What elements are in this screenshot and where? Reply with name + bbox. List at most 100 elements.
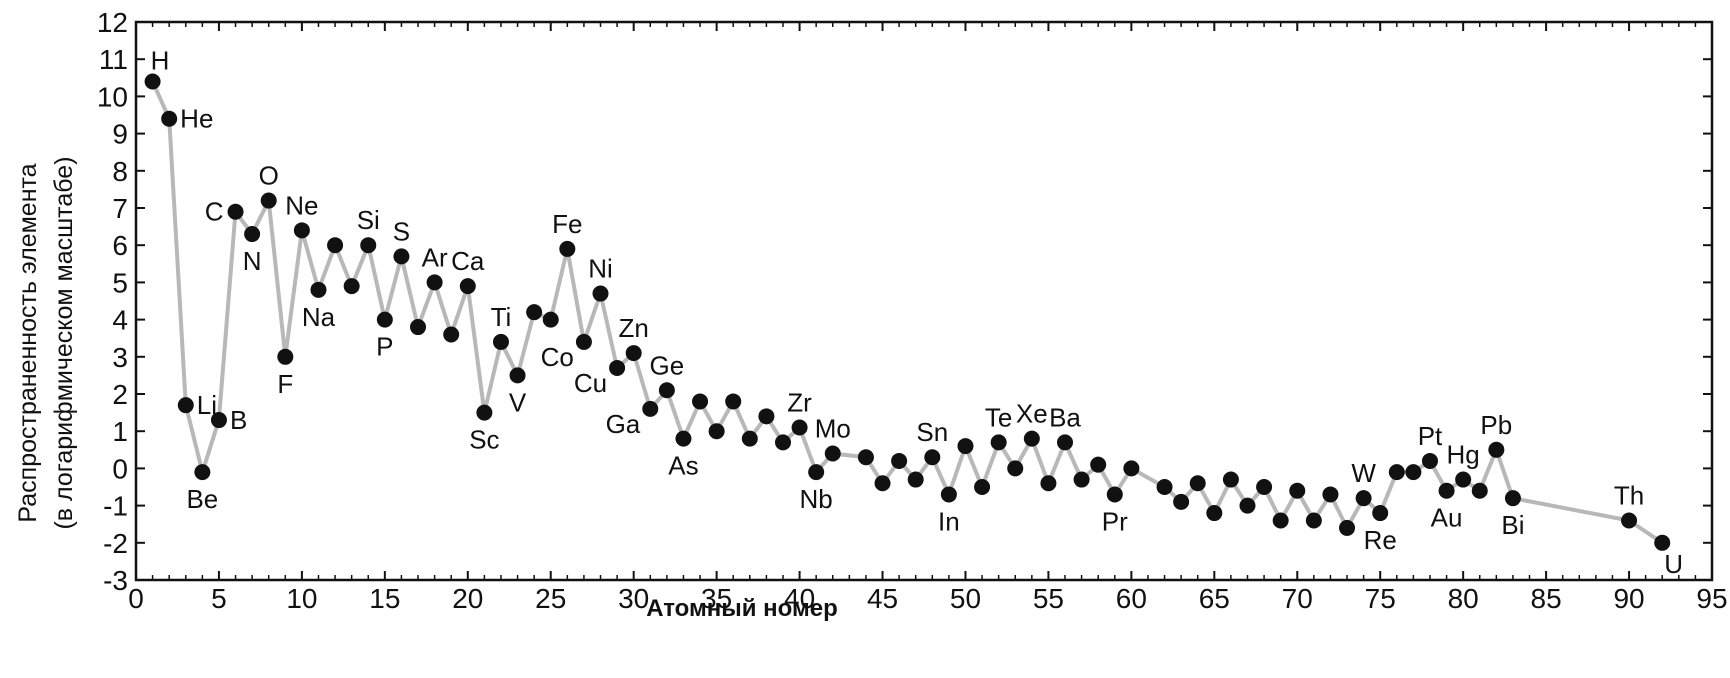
point-label-li: Li [197,390,217,420]
x-tick-label: 40 [784,583,815,614]
point-label-mo: Mo [815,414,851,444]
data-point [625,345,642,362]
point-label-v: V [509,387,527,417]
data-point [1421,452,1438,469]
data-point [260,192,277,209]
data-point [990,434,1007,451]
point-label-o: O [259,161,279,191]
x-tick-label: 45 [867,583,898,614]
y-axis-label-line1: Распространенность элемента [14,163,42,522]
data-point [609,359,626,376]
data-point [343,278,360,295]
data-point [559,240,576,257]
data-point [1355,490,1372,507]
point-label-ar: Ar [422,242,448,272]
data-point [459,278,476,295]
point-label-fe: Fe [552,209,582,239]
y-tick-label: 11 [99,44,128,75]
data-point [1222,471,1239,488]
point-label-na: Na [302,302,336,332]
point-label-co: Co [541,342,574,372]
data-point [1405,464,1422,481]
data-point [924,449,941,466]
data-point [1388,464,1405,481]
data-point [443,326,460,343]
data-point [426,274,443,291]
data-point [1438,482,1455,499]
data-point [874,475,891,492]
x-tick-label: 30 [618,583,649,614]
data-point [410,319,427,336]
x-tick-label: 35 [701,583,732,614]
point-label-pr: Pr [1102,506,1128,536]
y-tick-label: 1 [112,416,128,447]
data-point [575,333,592,350]
point-label-te: Te [985,402,1012,432]
point-label-he: He [180,104,213,134]
point-label-sn: Sn [916,417,948,447]
data-point [244,226,261,243]
x-tick-label: 15 [369,583,400,614]
point-label-w: W [1351,458,1376,488]
x-tick-label: 55 [1033,583,1064,614]
x-tick-label: 25 [535,583,566,614]
point-label-n: N [243,246,262,276]
data-point [692,393,709,410]
data-point [658,382,675,399]
x-tick-label: 95 [1696,583,1727,614]
data-point [940,486,957,503]
point-label-u: U [1664,549,1683,579]
x-axis-label: Атомный номер [646,595,838,622]
data-point [1156,479,1173,495]
data-point [808,464,825,481]
x-tick-label: 90 [1613,583,1644,614]
point-label-th: Th [1614,480,1644,510]
point-label-bi: Bi [1501,510,1524,540]
series-line [150,80,1664,545]
data-point [1023,430,1040,447]
data-point [277,348,294,365]
point-label-in: In [938,506,960,536]
data-point [376,311,393,328]
data-point [675,430,692,447]
data-point [891,452,908,469]
point-label-ti: Ti [491,302,512,332]
data-point [907,471,924,488]
axes-layer: 0 5 10 15 20 25 30 35 40 45 50 55 60 65 70 75 80 85 90 9512… [97,7,1728,614]
data-point [1173,493,1190,510]
data-point [492,333,509,350]
point-label-be: Be [186,484,218,514]
data-point [1372,505,1389,522]
data-point [1289,482,1306,499]
y-tick-label: 5 [112,267,128,298]
point-label-si: Si [357,205,380,235]
data-points-layer [144,73,1671,551]
x-tick-label: 75 [1365,583,1396,614]
data-point [526,304,543,321]
point-label-pb: Pb [1480,410,1512,440]
point-label-s: S [393,216,410,246]
data-point [1654,534,1671,551]
data-point [708,423,725,440]
data-point [1471,482,1488,499]
x-tick-label: 85 [1531,583,1562,614]
plot-frame [134,20,1714,582]
data-point [1090,456,1107,473]
data-point [957,438,974,455]
y-tick-label: 2 [112,379,128,410]
data-point [161,110,178,127]
x-tick-label: 65 [1199,583,1230,614]
data-point [1621,512,1638,529]
point-label-zn: Zn [619,313,649,343]
x-tick-label: 20 [452,583,483,614]
data-point [1455,471,1472,488]
data-point [1057,434,1074,451]
x-tick-label: 70 [1282,583,1313,614]
point-label-zr: Zr [787,387,812,417]
point-label-ne: Ne [285,190,318,220]
data-point [824,445,841,462]
point-label-c: C [205,197,224,227]
point-label-sc: Sc [469,425,499,455]
